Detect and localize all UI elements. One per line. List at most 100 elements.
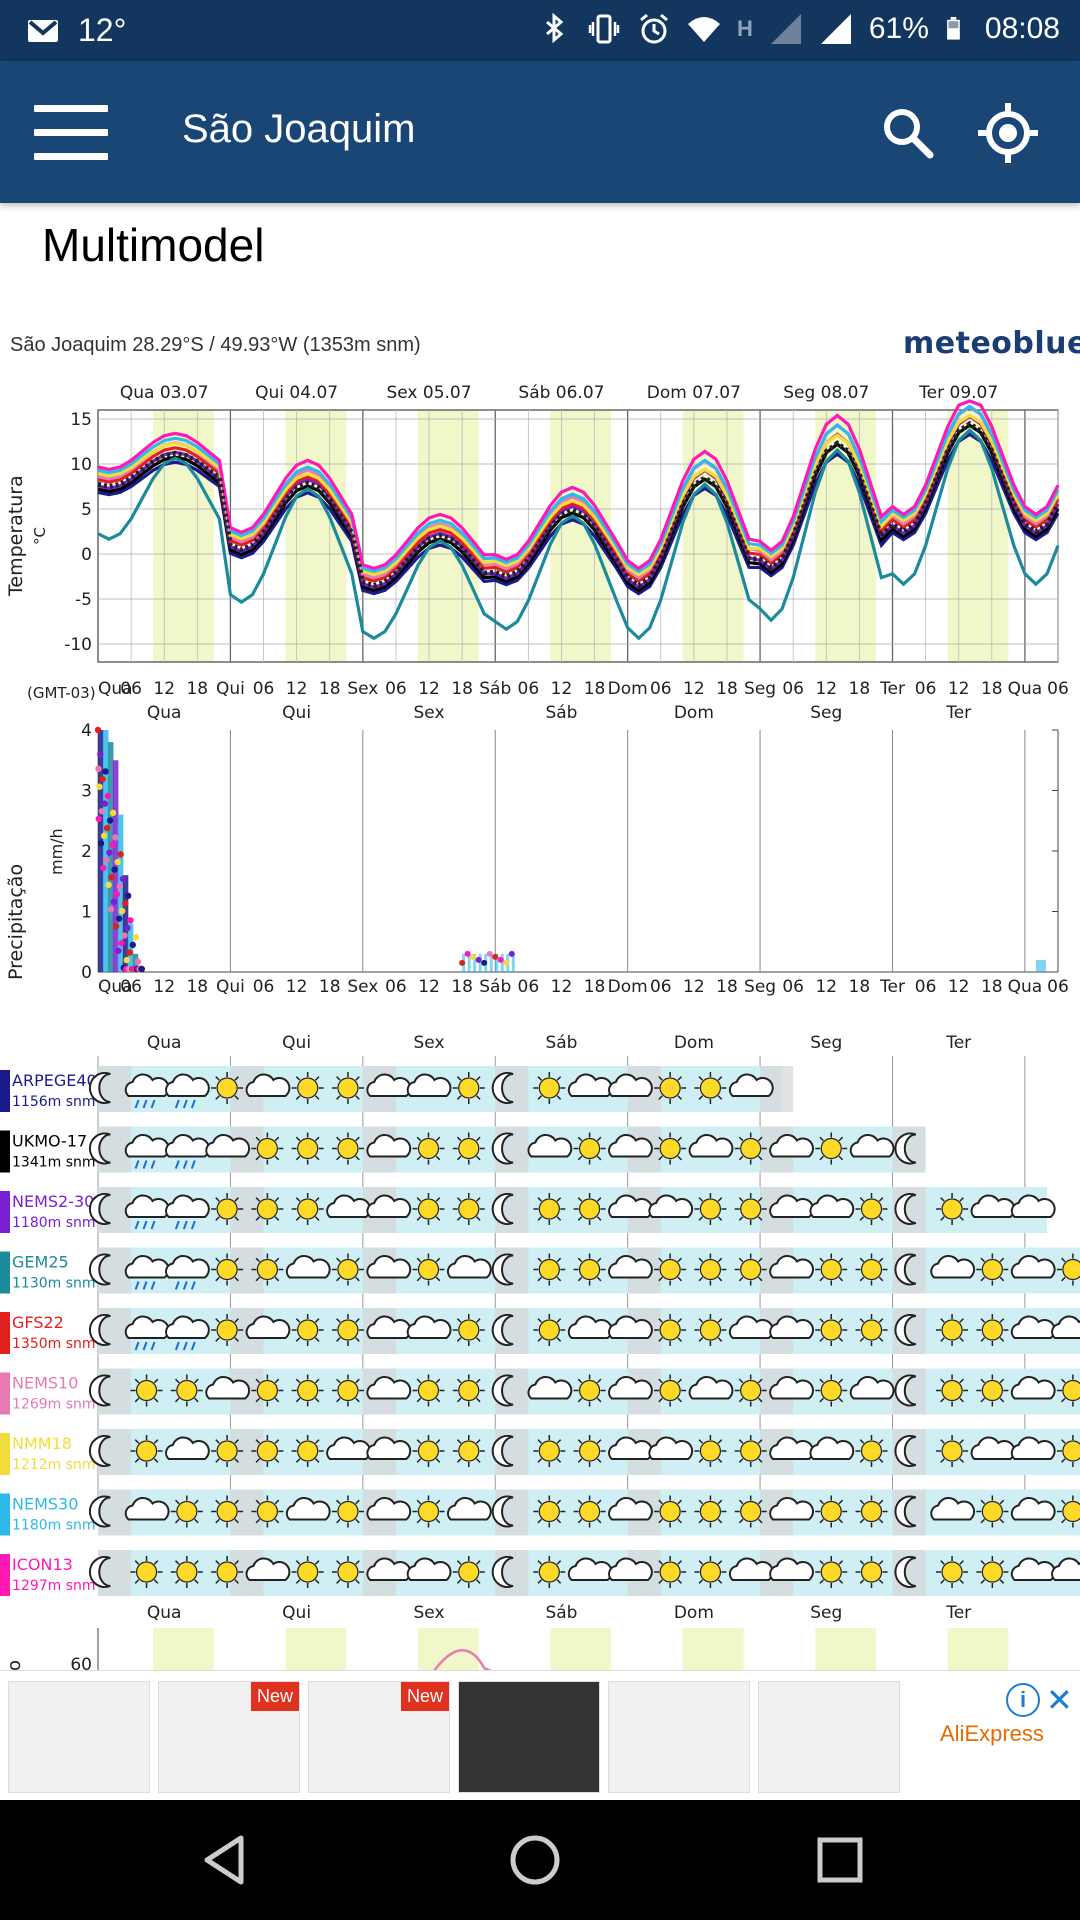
cloud-icon: [165, 1315, 210, 1339]
sun-ray: [698, 1458, 704, 1463]
moon-icon: [491, 1556, 514, 1588]
sun-ray: [215, 1499, 220, 1505]
sun-ray: [596, 1197, 602, 1202]
rain-drop: [150, 1099, 156, 1109]
sun-ray: [314, 1579, 320, 1584]
cloud-icon: [648, 1194, 694, 1218]
sun-ray: [476, 1397, 481, 1403]
navigation-bar: [0, 1800, 1080, 1920]
hour-tick-label: 06: [518, 679, 540, 699]
hour-tick-label: 12: [551, 679, 573, 699]
sun-ray: [999, 1518, 1005, 1524]
model-elevation: 1350m snm: [12, 1336, 96, 1352]
home-icon[interactable]: [505, 1830, 565, 1890]
status-time: 08:08: [984, 12, 1060, 45]
day-label: Qui: [282, 703, 311, 723]
sun-ray: [717, 1458, 723, 1463]
cloud-icon: [809, 1436, 855, 1460]
day-label: Seg: [810, 1603, 842, 1623]
sun-icon: [458, 1077, 480, 1099]
precip-dot: [112, 834, 119, 841]
moon-icon: [88, 1253, 111, 1286]
sun-ray: [878, 1197, 884, 1202]
ad-product-3[interactable]: New: [308, 1681, 450, 1793]
sun-ray: [1061, 1499, 1066, 1505]
sun-ray: [153, 1458, 159, 1463]
my-location-icon[interactable]: [976, 101, 1040, 165]
sun-ray: [435, 1378, 441, 1384]
hour-tick-label: 12: [153, 977, 175, 997]
sun-icon: [337, 1319, 359, 1341]
sun-icon: [659, 1319, 681, 1341]
ad-product-5[interactable]: [608, 1681, 750, 1793]
sun-ray: [819, 1276, 824, 1282]
sun-icon: [297, 1379, 319, 1402]
model-elevation: 1180m snm: [12, 1518, 96, 1534]
sun-ray: [940, 1318, 945, 1323]
precip-dot: [95, 765, 102, 773]
cloud-icon: [446, 1255, 492, 1279]
model-color-swatch: [0, 1251, 10, 1294]
sun-ray: [658, 1499, 663, 1505]
back-icon[interactable]: [195, 1830, 255, 1890]
sun-ray: [717, 1499, 723, 1505]
recents-icon[interactable]: [810, 1830, 870, 1890]
sun-ray: [859, 1318, 865, 1323]
sun-icon: [941, 1319, 963, 1341]
ad-banner[interactable]: New New i ✕ AliExpress: [0, 1670, 1080, 1801]
sun-ray: [456, 1337, 462, 1342]
sun-ray: [255, 1397, 261, 1403]
menu-button[interactable]: [34, 105, 108, 161]
sun-ray: [757, 1216, 763, 1221]
sun-ray: [255, 1155, 261, 1161]
bottom-series-line: [433, 1649, 492, 1670]
ad-product-1[interactable]: [8, 1681, 150, 1793]
ad-product-6[interactable]: [758, 1681, 900, 1793]
precip-dot: [119, 875, 127, 883]
rain-drop: [174, 1099, 180, 1109]
sun-ray: [255, 1439, 261, 1444]
model-name: NEMS30: [12, 1495, 78, 1514]
sun-ray: [274, 1499, 280, 1505]
ad-info-icon[interactable]: i: [1006, 1683, 1040, 1717]
precip-dot: [118, 907, 126, 915]
moon-icon: [491, 1132, 514, 1165]
precip-dot: [486, 950, 493, 957]
temp-tick-label: 10: [70, 455, 92, 475]
cloud-icon: [165, 1073, 210, 1097]
model-row: NEMS2-30 1180m snm: [0, 1187, 1056, 1233]
ad-close-icon[interactable]: ✕: [1046, 1682, 1073, 1718]
sun-ray: [314, 1216, 320, 1221]
ad-product-2[interactable]: New: [158, 1681, 300, 1793]
page-title: São Joaquim: [182, 107, 416, 151]
sun-ray: [1061, 1276, 1066, 1282]
sun-ray: [878, 1337, 884, 1342]
model-name: NMM18: [12, 1434, 72, 1453]
rain-drop: [174, 1341, 180, 1351]
hour-tick-label: 12: [153, 679, 175, 699]
sun-ray: [476, 1155, 481, 1161]
precip-dot: [100, 832, 108, 839]
multimodel-meteogram[interactable]: São Joaquim 28.29°S / 49.93°W (1353m snm…: [0, 300, 1080, 1670]
ad-product-4[interactable]: [458, 1681, 600, 1793]
sun-ray: [194, 1518, 199, 1524]
sun-ray: [658, 1136, 663, 1142]
sun-ray: [215, 1276, 220, 1282]
sun-ray: [153, 1579, 159, 1584]
moon-icon: [491, 1495, 514, 1528]
search-icon[interactable]: [880, 105, 936, 161]
sun-ray: [819, 1318, 824, 1323]
sun-ray: [274, 1197, 280, 1202]
sun-ray: [677, 1136, 682, 1142]
temp-tick-label: 15: [70, 410, 92, 430]
sun-ray: [134, 1560, 140, 1565]
cloud-icon: [366, 1436, 412, 1460]
cloud-icon: [366, 1194, 412, 1218]
sun-icon: [458, 1440, 480, 1462]
moon-icon: [894, 1193, 917, 1225]
sun-icon: [820, 1379, 842, 1402]
sun-ray: [698, 1560, 704, 1565]
precip-bar: [495, 953, 499, 972]
sun-icon: [860, 1319, 883, 1341]
sun-ray: [314, 1155, 320, 1161]
